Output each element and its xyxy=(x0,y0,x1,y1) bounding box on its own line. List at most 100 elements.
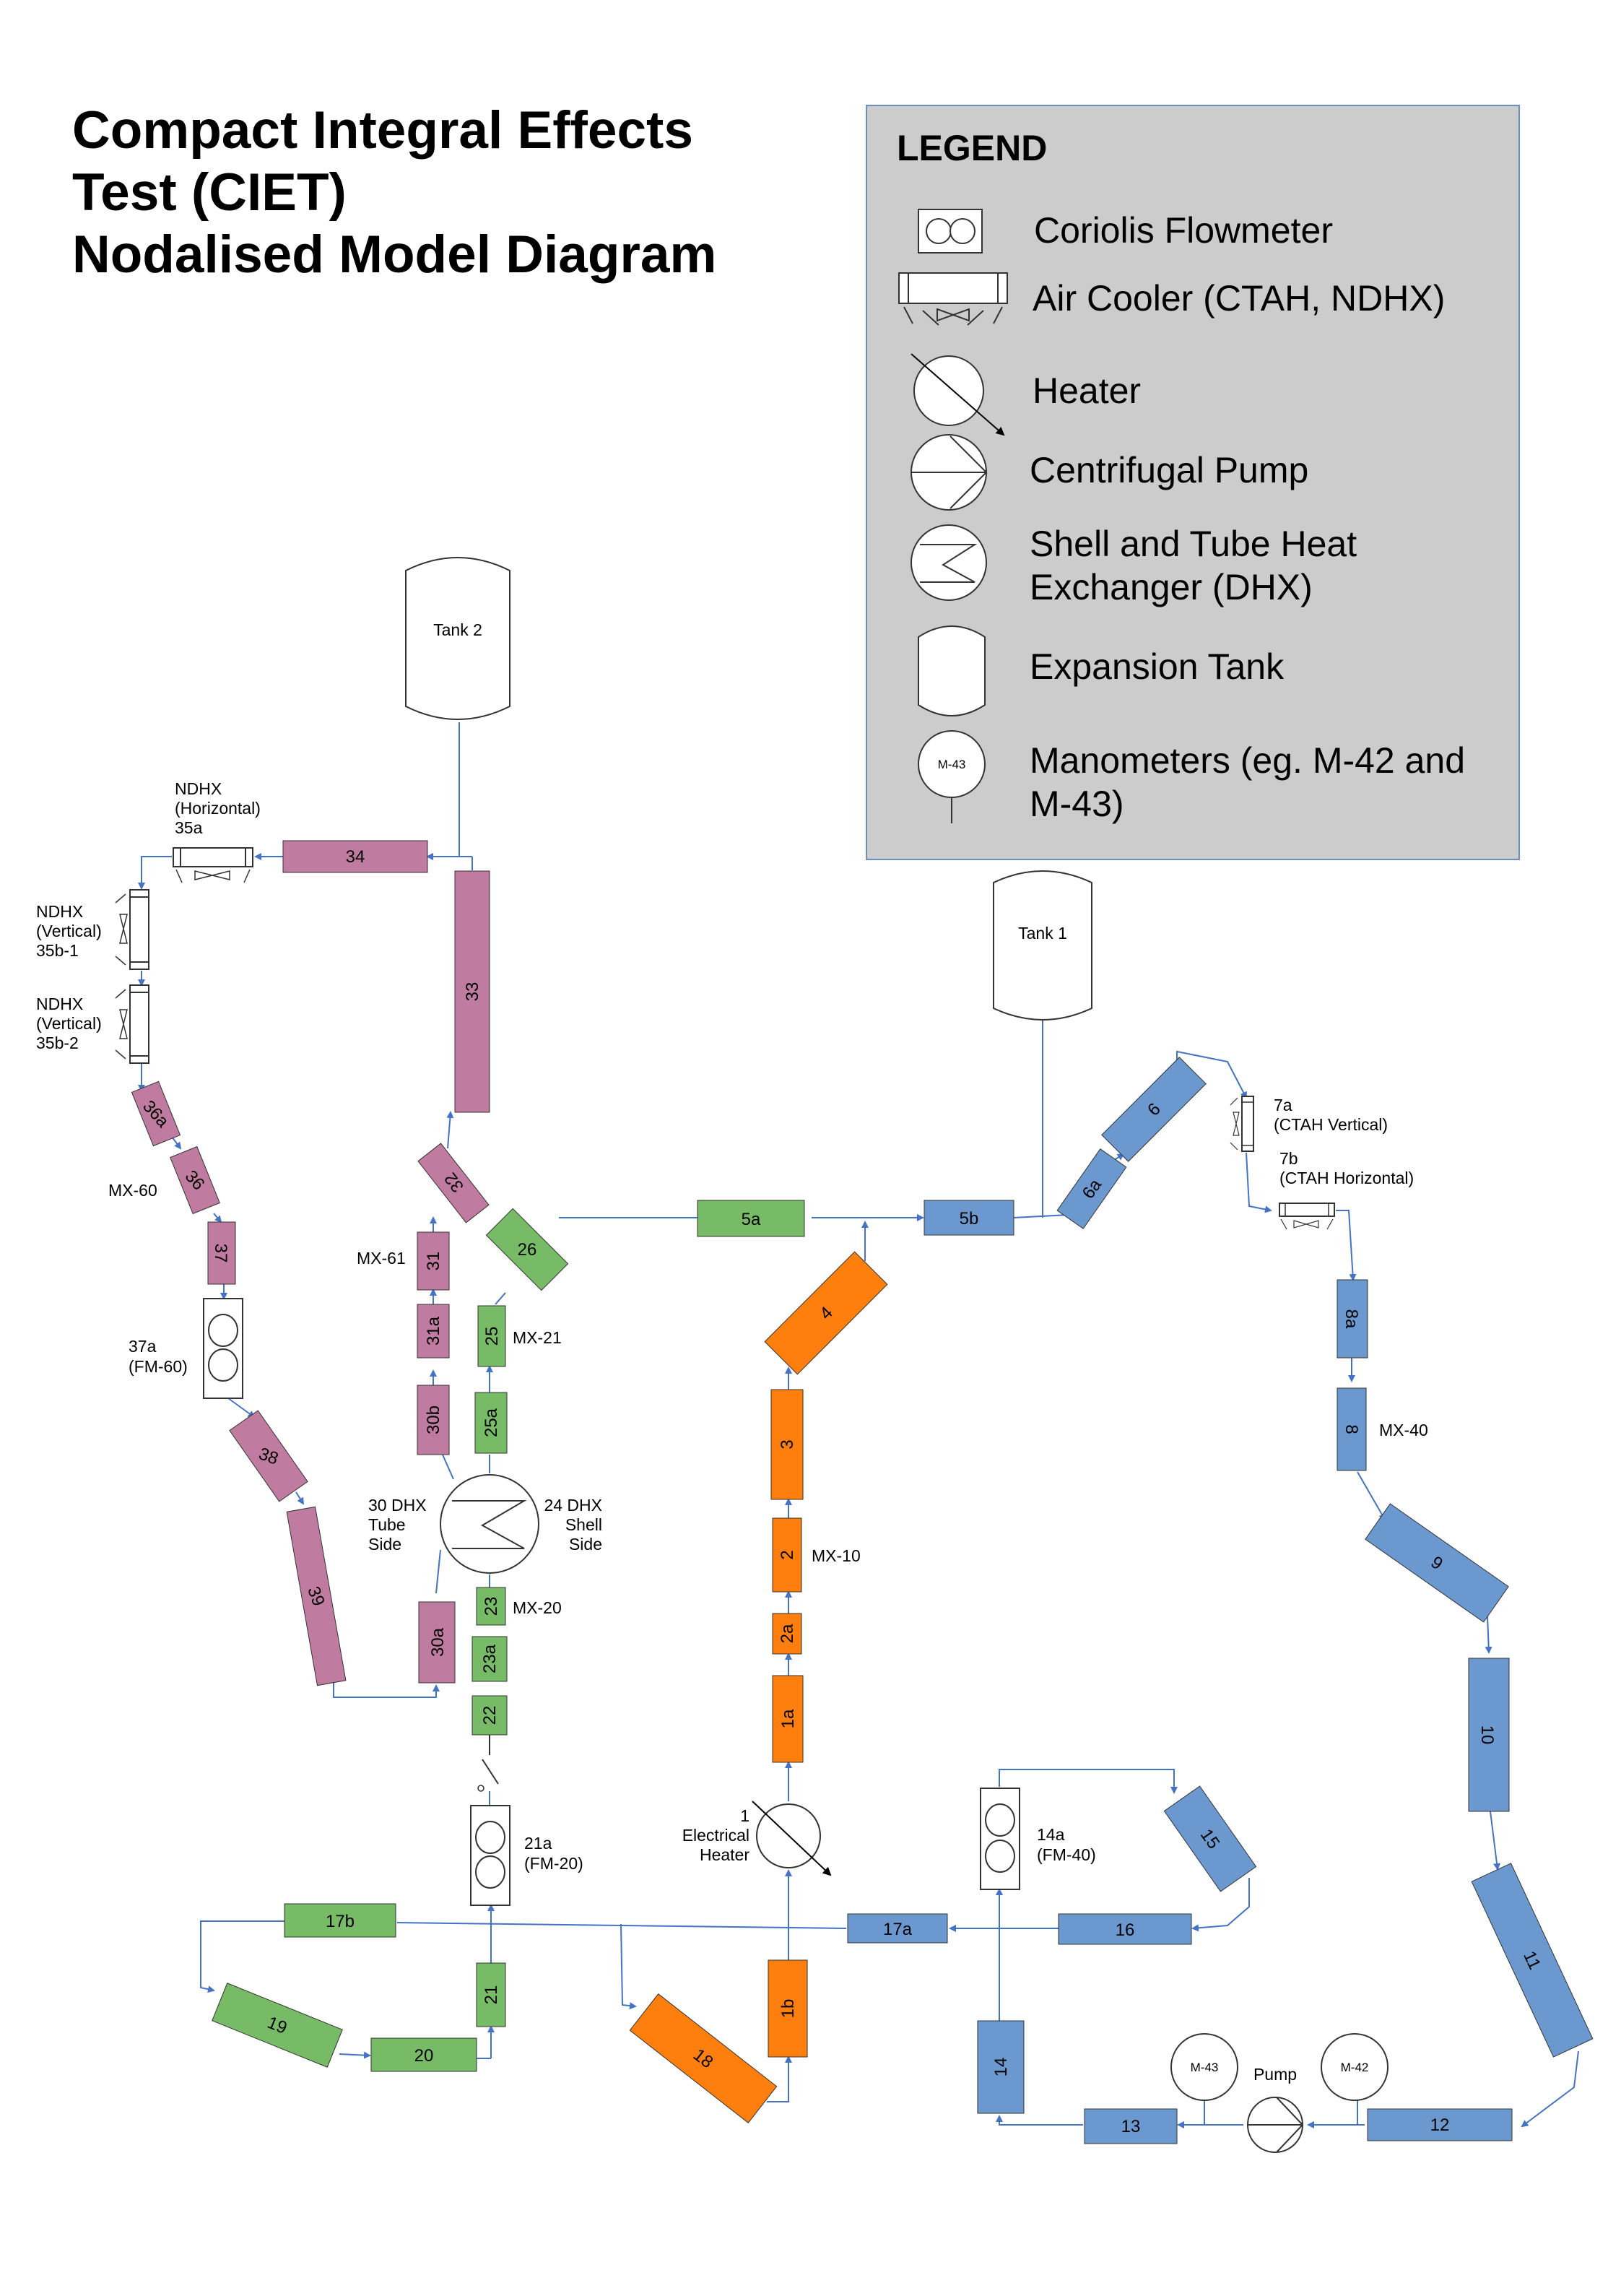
node-18: 18 xyxy=(629,1993,778,2123)
node-30b-label: 30b xyxy=(424,1405,443,1434)
node-9: 9 xyxy=(1365,1503,1509,1623)
fm-40-label-1: 14a xyxy=(1037,1825,1065,1844)
node-17a-label: 17a xyxy=(883,1920,913,1939)
legend-box: LEGEND Coriolis Flowmeter Air Cooler (CT… xyxy=(866,105,1520,860)
diagram-title: Compact Integral Effects Test (CIET) Nod… xyxy=(72,100,716,286)
legend-heading: LEGEND xyxy=(897,128,1047,168)
node-10-label: 10 xyxy=(1477,1725,1497,1745)
mx-61-label: MX-61 xyxy=(357,1249,406,1268)
equipment: Tank 2 Tank 1 NDHX (Horizontal) 35a xyxy=(36,557,1428,2153)
node-23a-label: 23a xyxy=(480,1644,500,1673)
node-12-label: 12 xyxy=(1430,2115,1450,2135)
legend-dhx-label-2: Exchanger (DHX) xyxy=(1030,567,1313,607)
node-3-label: 3 xyxy=(778,1439,797,1449)
ctah-v-label-1: 7a xyxy=(1274,1096,1292,1114)
legend-dhx-label-1: Shell and Tube Heat xyxy=(1030,524,1357,564)
node-17b: 17b xyxy=(284,1903,396,1938)
node-8a: 8a xyxy=(1337,1279,1368,1359)
ndhx-v1-label-1: NDHX xyxy=(36,902,83,921)
legend-tank-label: Expansion Tank xyxy=(1030,646,1285,687)
air-cooler-icon xyxy=(898,272,1008,326)
fm-60-flowmeter-icon xyxy=(203,1298,243,1399)
node-30a: 30a xyxy=(418,1601,456,1684)
node-5a: 5a xyxy=(697,1200,805,1237)
tank-2-icon: Tank 2 xyxy=(405,557,510,720)
ndhx-h-label-2: (Horizontal) xyxy=(175,799,261,818)
node-4: 4 xyxy=(764,1251,888,1375)
node-20-label: 20 xyxy=(414,2046,434,2066)
node-31a-label: 31a xyxy=(424,1316,443,1346)
ctah-h-label-2: (CTAH Horizontal) xyxy=(1279,1169,1414,1187)
node-25a-label: 25a xyxy=(482,1408,501,1437)
heater-label-2: Electrical xyxy=(682,1826,749,1845)
node-3: 3 xyxy=(770,1389,804,1500)
node-5a-label: 5a xyxy=(742,1210,761,1229)
node-33-label: 33 xyxy=(463,982,482,1002)
ndhx-h-label-1: NDHX xyxy=(175,779,222,798)
ctah-vertical-icon xyxy=(1230,1096,1254,1152)
fm-60-label-2: (FM-60) xyxy=(129,1357,188,1376)
node-37-label: 37 xyxy=(211,1244,230,1263)
legend-manometer-icon-label: M-43 xyxy=(938,758,966,771)
expansion-tank-icon xyxy=(918,625,986,716)
node-32: 32 xyxy=(417,1143,490,1223)
node-34: 34 xyxy=(282,840,428,873)
node-23-label: 23 xyxy=(482,1597,501,1616)
heater-icon xyxy=(911,353,1005,436)
node-25a: 25a xyxy=(474,1392,508,1454)
node-16-label: 16 xyxy=(1116,1920,1135,1940)
pipe-nodes: 34 33 32 31 31a 30b 30a 36a 36 37 38 39 … xyxy=(131,840,1594,2144)
legend-manometer-label-1: Manometers (eg. M-42 and xyxy=(1030,740,1465,781)
node-13-label: 13 xyxy=(1121,2117,1141,2136)
pump-icon xyxy=(1247,2097,1304,2153)
title-line-3: Nodalised Model Diagram xyxy=(72,225,717,284)
fm-20-label-1: 21a xyxy=(524,1834,552,1853)
node-22: 22 xyxy=(471,1695,508,1736)
ndhx-vertical-1-icon xyxy=(115,889,149,970)
node-34-label: 34 xyxy=(346,847,365,867)
ndhx-vertical-2-icon xyxy=(115,984,149,1064)
node-5b: 5b xyxy=(924,1200,1014,1236)
node-2a-label: 2a xyxy=(778,1624,797,1643)
node-1a-label: 1a xyxy=(778,1709,798,1728)
ndhx-h-label-3: 35a xyxy=(175,818,203,837)
mx-10-label: MX-10 xyxy=(812,1546,861,1565)
ctah-v-label-2: (CTAH Vertical) xyxy=(1274,1115,1388,1134)
node-16: 16 xyxy=(1058,1913,1192,1945)
node-6: 6 xyxy=(1101,1057,1207,1162)
node-6a: 6a xyxy=(1056,1148,1127,1229)
node-21-label: 21 xyxy=(482,1985,501,2005)
node-2: 2 xyxy=(772,1517,802,1593)
node-8: 8 xyxy=(1337,1387,1367,1471)
fm-40-label-2: (FM-40) xyxy=(1037,1845,1096,1864)
dhx-shell-label-1: 24 DHX xyxy=(544,1496,602,1515)
heater-label-3: Heater xyxy=(700,1845,749,1864)
ndhx-v1-label-2: (Vertical) xyxy=(36,922,102,940)
node-38: 38 xyxy=(229,1410,308,1502)
node-8a-label: 8a xyxy=(1342,1309,1361,1329)
node-5b-label: 5b xyxy=(960,1209,979,1229)
node-15: 15 xyxy=(1163,1785,1257,1892)
ndhx-v2-label-2: (Vertical) xyxy=(36,1014,102,1033)
fm-20-flowmeter-icon xyxy=(470,1805,510,1906)
ctah-h-label-1: 7b xyxy=(1279,1149,1298,1168)
tank-1-icon: Tank 1 xyxy=(993,870,1092,1021)
node-19: 19 xyxy=(212,1983,343,2068)
node-26-label: 26 xyxy=(518,1240,537,1260)
flow-lines xyxy=(138,722,1579,2128)
ndhx-v1-label-3: 35b-1 xyxy=(36,941,79,960)
manometer-m42-icon: M-42 xyxy=(1321,2033,1389,2101)
heat-exchanger-icon xyxy=(911,524,987,601)
node-23: 23 xyxy=(476,1587,506,1626)
node-14-label: 14 xyxy=(991,2058,1011,2077)
node-21: 21 xyxy=(476,1962,506,2027)
node-25: 25 xyxy=(477,1305,506,1367)
node-30a-label: 30a xyxy=(428,1627,448,1657)
fm-40-flowmeter-icon xyxy=(980,1788,1020,1890)
node-36: 36 xyxy=(170,1145,220,1215)
node-8-label: 8 xyxy=(1342,1424,1361,1434)
node-12: 12 xyxy=(1367,2108,1513,2141)
node-31a: 31a xyxy=(417,1304,450,1359)
